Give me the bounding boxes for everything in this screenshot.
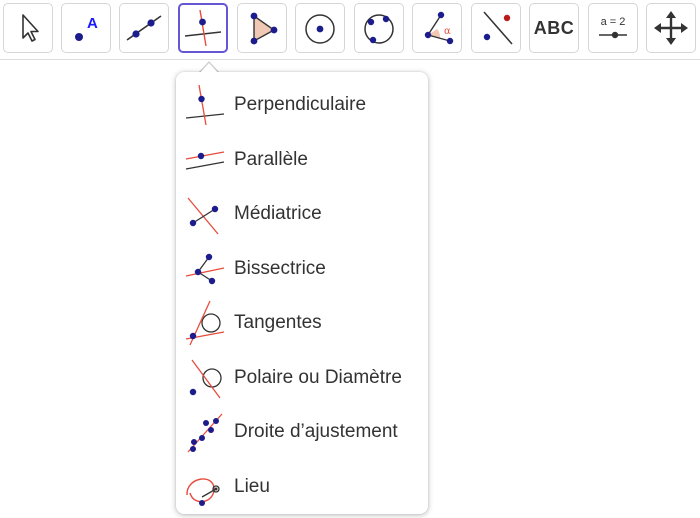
menu-item-parallel[interactable]: Parallèle xyxy=(184,135,424,185)
tool-text[interactable]: ABC xyxy=(529,3,579,53)
point-icon: A xyxy=(75,15,98,41)
tangents-icon xyxy=(185,300,225,346)
angle-bisector-icon xyxy=(185,253,225,285)
tool-slider[interactable]: a = 2 xyxy=(588,3,638,53)
cursor-arrow-icon xyxy=(22,14,39,42)
alpha-label: α xyxy=(444,26,451,37)
triangle-polygon-icon xyxy=(250,12,278,45)
menu-item-label: Perpendiculaire xyxy=(234,94,367,115)
best-fit-line-icon xyxy=(187,413,223,453)
menu-item-polar-diameter[interactable]: Polaire ou Diamètre xyxy=(184,353,424,403)
menu-item-label: Lieu xyxy=(234,476,270,497)
tool-circle-center-point[interactable] xyxy=(295,3,345,53)
tool-move-graphics[interactable] xyxy=(646,3,696,53)
locus-icon xyxy=(186,478,220,506)
tool-dropdown-menu: Perpendiculaire Parallèle xyxy=(176,72,428,514)
circle-three-points-icon xyxy=(364,14,394,44)
tool-perpendicular[interactable] xyxy=(178,3,228,53)
menu-item-label: Droite d’ajustement xyxy=(234,421,398,442)
menu-item-best-fit-line[interactable]: Droite d’ajustement xyxy=(184,407,424,457)
menu-item-angle-bisector[interactable]: Bissectrice xyxy=(184,244,424,294)
perpendicular-icon xyxy=(185,84,225,126)
tool-polygon[interactable] xyxy=(237,3,287,53)
tool-point[interactable]: A xyxy=(61,3,111,53)
menu-item-label: Parallèle xyxy=(234,149,308,170)
slider-label: a = 2 xyxy=(601,16,626,28)
polar-diameter-icon xyxy=(189,359,222,399)
text-abc-icon: ABC xyxy=(533,17,575,38)
tool-line[interactable] xyxy=(119,3,169,53)
tool-reflect[interactable] xyxy=(471,3,521,53)
menu-item-label: Bissectrice xyxy=(234,258,326,279)
menu-item-tangents[interactable]: Tangentes xyxy=(184,298,424,348)
menu-item-label: Polaire ou Diamètre xyxy=(234,367,402,388)
menu-item-locus[interactable]: Lieu xyxy=(184,462,424,512)
line-icon xyxy=(126,15,162,41)
toolbar: A xyxy=(0,0,700,60)
point-label: A xyxy=(87,15,98,32)
menu-item-perpendicular-bisector[interactable]: Médiatrice xyxy=(184,189,424,239)
perpendicular-line-icon xyxy=(184,9,222,47)
menu-item-perpendicular[interactable]: Perpendiculaire xyxy=(184,80,424,130)
tool-circle-three-points[interactable] xyxy=(354,3,404,53)
reflect-line-icon xyxy=(483,11,513,45)
perpendicular-bisector-icon xyxy=(187,197,219,235)
parallel-icon xyxy=(185,151,225,170)
angle-icon: α xyxy=(424,11,454,45)
tool-angle[interactable]: α xyxy=(412,3,462,53)
tool-move[interactable] xyxy=(3,3,53,53)
menu-item-label: Tangentes xyxy=(234,312,322,333)
move-arrows-icon xyxy=(654,11,688,45)
menu-pointer-inner xyxy=(199,63,219,74)
circle-center-icon xyxy=(305,14,335,44)
menu-item-label: Médiatrice xyxy=(234,203,322,224)
slider-icon: a = 2 xyxy=(599,16,627,39)
